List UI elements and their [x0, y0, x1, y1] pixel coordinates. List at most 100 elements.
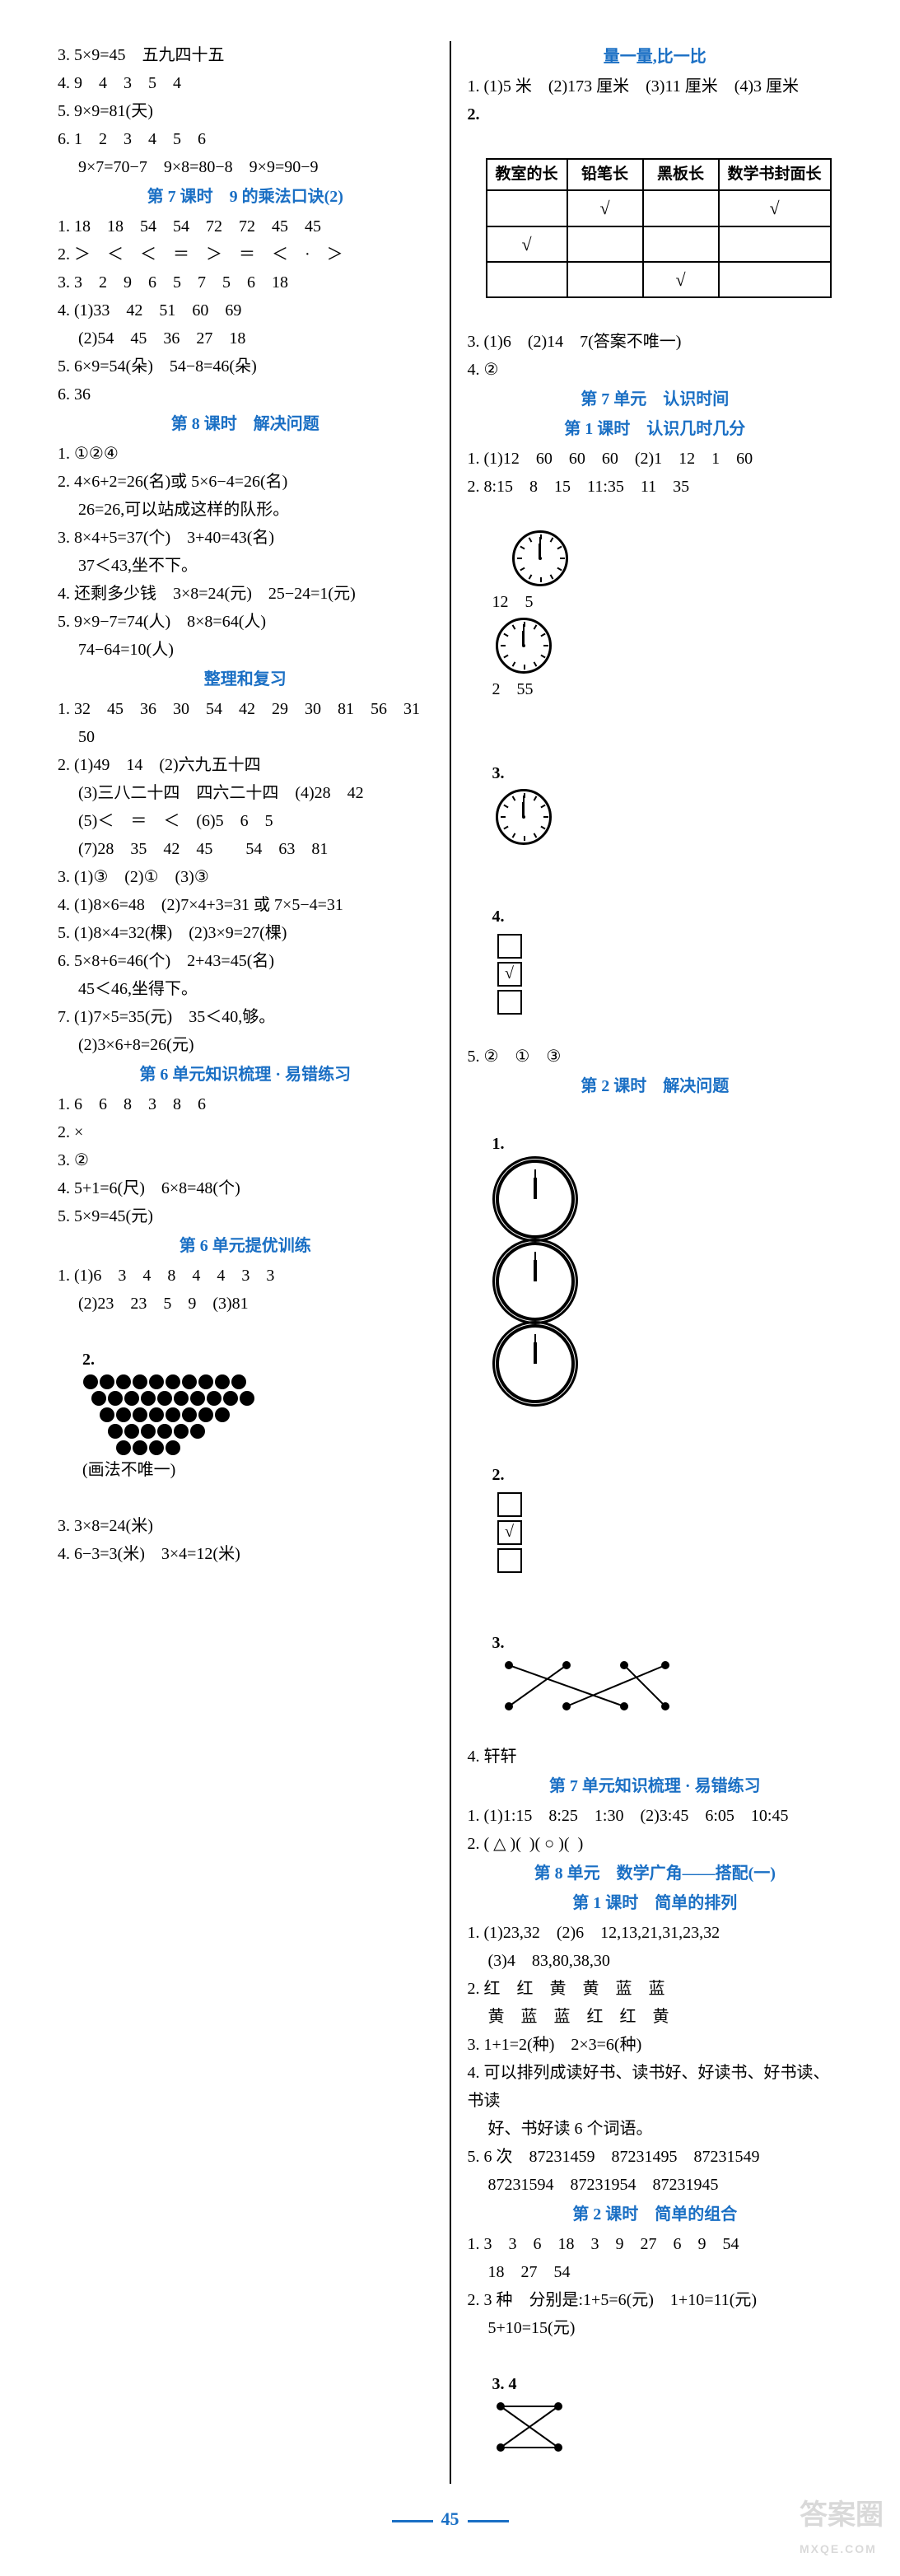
clock-icon — [512, 530, 568, 586]
ans-line: 2. × — [58, 1118, 433, 1146]
left-column: 3. 5×9=45 五九四十五 4. 9 4 3 5 4 5. 9×9=81(天… — [58, 41, 450, 2484]
ans-line: 6. 36 — [58, 380, 433, 408]
section-heading: 第 7 单元知识梳理 · 易错练习 — [468, 1772, 843, 1800]
ans-line: 4. 轩轩 — [468, 1743, 843, 1771]
clock-label: 2 55 — [492, 680, 534, 698]
ans-line: 2. 4×6+2=26(名)或 5×6−4=26(名) — [58, 468, 433, 496]
section-heading: 第 2 课时 解决问题 — [468, 1072, 843, 1100]
ans-line: 4. 可以排列成读好书、读书好、好读书、好书读、书读 — [468, 2059, 843, 2115]
section-heading: 第 8 课时 解决问题 — [58, 410, 433, 438]
ans-line: 1. 3 3 6 18 3 9 27 6 9 54 — [468, 2230, 843, 2258]
ans-line: 74−64=10(人) — [58, 636, 433, 664]
ans-line: 37＜43,坐不下。 — [58, 552, 433, 580]
ans-line: 5. (1)8×4=32(棵) (2)3×9=27(棵) — [58, 919, 433, 947]
ans-line: 1. (1)1:15 8:25 1:30 (2)3:45 6:05 10:45 — [468, 1802, 843, 1830]
ans-line: 6. 5×8+6=46(个) 2+43=45(名) — [58, 947, 433, 975]
ans-line: 4. ② — [468, 356, 843, 384]
ans-line: (3)三八二十四 四六二十四 (4)28 42 — [58, 779, 433, 807]
ans-line: 3. (1)6 (2)14 7(答案不唯一) — [468, 328, 843, 356]
ans-line: 4. 还剩多少钱 3×8=24(元) 25−24=1(元) — [58, 580, 433, 608]
section-heading: 第 7 课时 9 的乘法口诀(2) — [58, 183, 433, 211]
ans-line: 4. 6−3=3(米) 3×4=12(米) — [58, 1540, 433, 1568]
watermark: 答案圈MXQE.COM — [800, 2492, 884, 2560]
ans-line: 45＜46,坐得下。 — [58, 975, 433, 1003]
ans-line: 3. 5×9=45 五九四十五 — [58, 41, 433, 69]
section-heading: 整理和复习 — [58, 665, 433, 693]
ans-line: 5. ② ① ③ — [468, 1043, 843, 1071]
ans-line: 1. ①②④ — [58, 440, 433, 468]
ans-line: (2)3×6+8=26(元) — [58, 1031, 433, 1059]
checkbox-icon — [497, 934, 522, 959]
ans-line: 2. 红 红 黄 黄 蓝 蓝 — [468, 1975, 843, 2003]
ans-line: 1. (1)12 60 60 60 (2)1 12 1 60 — [468, 445, 843, 473]
checkbox-icon — [497, 990, 522, 1015]
ans-line: 2. 3 种 分别是:1+5=6(元) 1+10=11(元) — [468, 2286, 843, 2314]
checkbox-row: 2. √ — [468, 1433, 843, 1601]
ans-line: 5. 6 次 87231459 87231495 87231549 — [468, 2143, 843, 2171]
ans-line: (5)＜ ＝ ＜ (6)5 6 5 — [58, 807, 433, 835]
checkbox-icon — [497, 1492, 522, 1517]
ans-line: 3. 8×4+5=37(个) 3+40=43(名) — [58, 524, 433, 552]
ans-line: 6. 1 2 3 4 5 6 — [58, 125, 433, 153]
matching-diagram: 3. — [468, 1601, 843, 1743]
right-column: 量一量,比一比 1. (1)5 米 (2)173 厘米 (3)11 厘米 (4)… — [451, 41, 843, 2484]
clock-icon — [496, 789, 552, 845]
measure-table: 教室的长铅笔长黑板长数学书封面长√√√√ — [486, 158, 832, 298]
ans-line: 3. ② — [58, 1146, 433, 1174]
ans-line: 5. 6×9=54(朵) 54−8=46(朵) — [58, 352, 433, 380]
clock-icon — [496, 618, 552, 674]
ans-line: 5+10=15(元) — [468, 2314, 843, 2342]
ans-line: (2)54 45 36 27 18 — [58, 324, 433, 352]
ans-line: 3. 1+1=2(种) 2×3=6(种) — [468, 2031, 843, 2059]
clock-row: 3. — [468, 731, 843, 875]
clock-icon — [496, 1324, 575, 1403]
checkbox-icon: √ — [497, 962, 522, 987]
section-heading: 第 8 单元 数学广角——搭配(一) — [468, 1860, 843, 1888]
clock-row: 1. — [468, 1102, 843, 1433]
ans-line: 5. 5×9=45(元) — [58, 1202, 433, 1230]
clock-icon — [496, 1242, 575, 1321]
ans-line: 4. (1)33 42 51 60 69 — [58, 296, 433, 324]
ans-line: 2. ＞ ＜ ＜ ＝ ＞ ＝ ＜ · ＞ — [58, 240, 433, 268]
ans-line: 好、书好读 6 个词语。 — [468, 2115, 843, 2143]
ans-line: 26=26,可以站成这样的队形。 — [58, 496, 433, 524]
ans-line: 3. 3 2 9 6 5 7 5 6 18 — [58, 268, 433, 296]
ans-line: 87231594 87231954 87231945 — [468, 2171, 843, 2199]
section-heading: 第 6 单元提优训练 — [58, 1232, 433, 1260]
ans-line: 3. 3×8=24(米) — [58, 1512, 433, 1540]
ans-line: 18 27 54 — [468, 2258, 843, 2286]
clock-label: 12 5 — [492, 593, 534, 611]
dots-suffix: (画法不唯一) — [82, 1461, 175, 1479]
ans-line: 4. (1)8×6=48 (2)7×4+3=31 或 7×5−4=31 — [58, 891, 433, 919]
ans-line: 1. (1)23,32 (2)6 12,13,21,31,23,32 — [468, 1919, 843, 1947]
ans-line: (7)28 35 42 45 54 63 81 — [58, 835, 433, 863]
clock-icon — [496, 1160, 575, 1239]
butterfly-lines-icon — [492, 2398, 567, 2456]
section-heading: 第 1 课时 简单的排列 — [468, 1889, 843, 1917]
clock-row: 12 5 2 55 — [468, 501, 843, 731]
dots-answer: 2. (画法不唯一) — [58, 1318, 433, 1512]
ans-line: (3)4 83,80,38,30 — [468, 1947, 843, 1975]
ans-line: 1. (1)6 3 4 8 4 4 3 3 — [58, 1262, 433, 1290]
ans-line: 2. 8:15 8 15 11:35 11 35 — [468, 473, 843, 501]
page-number: 45 — [58, 2504, 842, 2534]
checkbox-icon — [497, 1548, 522, 1573]
section-heading: 第 7 单元 认识时间 — [468, 385, 843, 413]
checkbox-icon: √ — [497, 1520, 522, 1545]
ans-line: 4. 9 4 3 5 4 — [58, 69, 433, 97]
section-heading: 第 2 课时 简单的组合 — [468, 2200, 843, 2228]
matching-diagram: 3. 4 — [468, 2342, 843, 2484]
ans-line: 1. 32 45 36 30 54 42 29 30 81 56 31 — [58, 695, 433, 723]
ans-line: 50 — [58, 723, 433, 751]
checkbox-row: 4. √ — [468, 875, 843, 1043]
section-heading: 第 6 单元知识梳理 · 易错练习 — [58, 1061, 433, 1089]
ans-line: 2. ( △ )( )( ○ )( ) — [468, 1830, 843, 1858]
section-heading: 第 1 课时 认识几时几分 — [468, 415, 843, 443]
cross-lines-icon — [492, 1657, 674, 1715]
ans-line: 7. (1)7×5=35(元) 35＜40,够。 — [58, 1003, 433, 1031]
ans-line: 1. 18 18 54 54 72 72 45 45 — [58, 212, 433, 240]
ans-line: 5. 9×9=81(天) — [58, 97, 433, 125]
ans-line: (2)23 23 5 9 (3)81 — [58, 1290, 433, 1318]
ans-line: 2. (1)49 14 (2)六九五十四 — [58, 751, 433, 779]
ans-line: 4. 5+1=6(尺) 6×8=48(个) — [58, 1174, 433, 1202]
